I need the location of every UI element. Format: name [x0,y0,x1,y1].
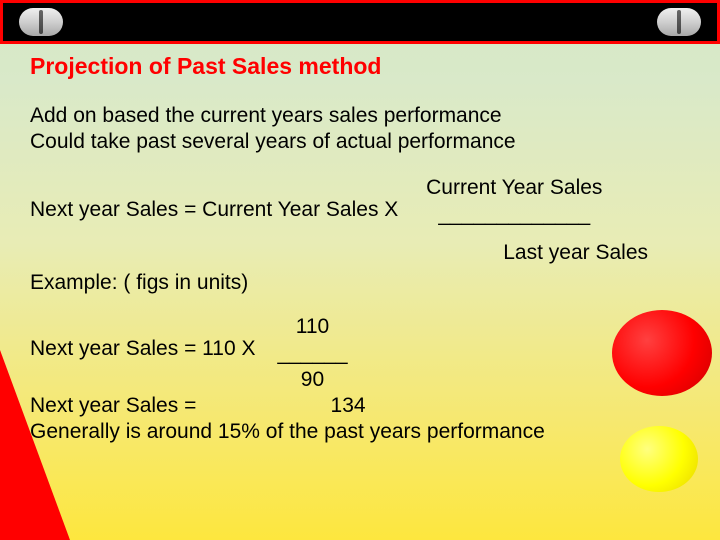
formula-numerator: Current Year Sales [414,175,614,201]
example-label: Example: ( figs in units) [30,270,690,296]
example-denominator: 90 [267,367,357,393]
corner-triangle [0,350,70,540]
formula-denominator: Last year Sales [30,240,690,266]
yellow-ellipse-decor [620,426,698,492]
slide: Projection of Past Sales method Add on b… [0,0,720,540]
formula-fraction: Current Year Sales _____________ [414,175,614,228]
formula-divider: _____________ [414,202,614,228]
slide-content: Projection of Past Sales method Add on b… [30,52,690,446]
example-fraction: 110 ______ 90 [267,314,357,393]
example-formula: Next year Sales = 110 X 110 ______ 90 [30,314,690,393]
title-bar [0,0,720,44]
example-divider: ______ [267,341,357,367]
slide-title: Projection of Past Sales method [30,52,690,81]
formula-lhs: Next year Sales = Current Year Sales X [30,175,398,223]
intro-line-2: Could take past several years of actual … [30,129,690,155]
red-ellipse-decor [612,310,712,396]
example-numerator: 110 [267,314,357,340]
intro-block: Add on based the current years sales per… [30,103,690,156]
pill-decor-left [19,8,63,36]
formula-row: Next year Sales = Current Year Sales X C… [30,175,690,228]
example-note: Generally is around 15% of the past year… [30,419,690,445]
intro-line-1: Add on based the current years sales per… [30,103,690,129]
pill-decor-right [657,8,701,36]
example-result: Next year Sales = 134 [30,393,690,419]
